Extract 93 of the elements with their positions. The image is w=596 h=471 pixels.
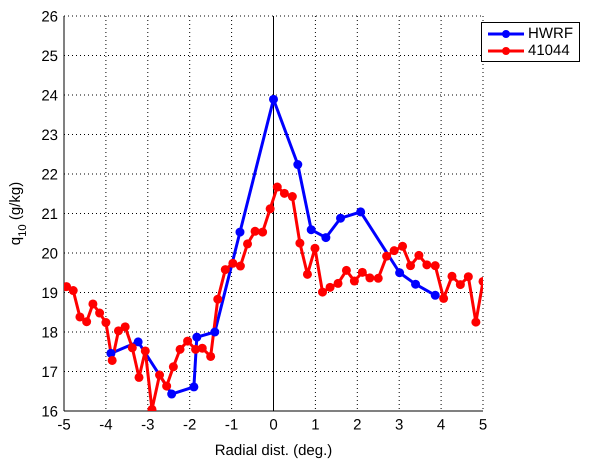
point: [266, 204, 275, 214]
point: [198, 344, 207, 353]
point: [356, 207, 366, 216]
x-tick-label: 3: [395, 416, 404, 434]
point: [114, 326, 123, 336]
point: [269, 94, 278, 104]
point: [88, 299, 98, 308]
point: [390, 246, 399, 256]
point: [210, 328, 220, 336]
x-tick-label: 5: [478, 416, 488, 434]
point: [243, 239, 252, 248]
point: [258, 228, 268, 237]
point: [350, 276, 359, 286]
point: [206, 352, 216, 361]
point: [272, 182, 282, 192]
point: [280, 188, 289, 198]
point: [422, 260, 432, 270]
point: [464, 272, 473, 282]
point: [228, 258, 238, 268]
point: [430, 261, 440, 270]
point: [336, 214, 346, 223]
point: [250, 226, 260, 236]
point: [140, 346, 150, 356]
point: [365, 273, 374, 282]
point: [414, 250, 424, 260]
point: [155, 370, 164, 380]
point: [162, 382, 172, 391]
legend-label: HWRF: [528, 25, 573, 42]
point: [456, 280, 465, 290]
y-tick-label: 20: [41, 245, 58, 262]
point: [68, 286, 78, 296]
legend-label: 41044: [528, 42, 570, 59]
point: [101, 318, 110, 328]
point: [382, 252, 392, 261]
y-tick-label: 21: [41, 206, 58, 223]
x-tick-label: 4: [436, 416, 446, 434]
point: [183, 336, 192, 346]
x-tick-label: -5: [57, 416, 71, 434]
point: [398, 242, 408, 251]
point: [293, 160, 302, 170]
x-tick-label: -3: [141, 416, 154, 434]
x-tick-label: -1: [224, 416, 238, 434]
point: [236, 262, 245, 271]
point: [128, 343, 137, 352]
point: [220, 265, 230, 274]
y-tick-label: 24: [41, 87, 58, 104]
x-tick-label: -2: [183, 416, 196, 434]
x-tick-label: 1: [311, 416, 320, 434]
point: [406, 261, 416, 270]
point: [358, 268, 367, 277]
point: [95, 308, 104, 318]
y-tick-label: 18: [41, 324, 58, 342]
y-tick-label: 16: [41, 403, 58, 420]
y-tick-label: 23: [41, 126, 58, 144]
point: [471, 318, 480, 327]
point: [334, 278, 343, 288]
point: [447, 272, 456, 281]
point: [321, 233, 330, 242]
point: [439, 294, 448, 303]
point: [310, 244, 320, 253]
x-tick-label: 0: [269, 416, 278, 434]
point: [134, 337, 143, 346]
point: [430, 290, 440, 300]
point: [189, 382, 198, 392]
point: [108, 356, 117, 365]
point: [176, 344, 185, 354]
point: [318, 288, 328, 297]
point: [134, 372, 144, 382]
point: [168, 362, 178, 372]
point: [326, 282, 335, 292]
point: [192, 332, 202, 342]
point: [213, 294, 222, 304]
y-tick-label: 25: [41, 48, 58, 65]
y-tick-label: 19: [41, 284, 58, 302]
point: [374, 274, 383, 283]
point: [288, 192, 297, 202]
point: [82, 317, 92, 326]
y-tick-label: 22: [41, 166, 58, 184]
point: [342, 266, 351, 275]
x-tick-label: 2: [353, 416, 362, 434]
point: [167, 390, 176, 399]
point: [120, 322, 130, 332]
point: [75, 312, 84, 322]
y-tick-label: 26: [41, 8, 58, 26]
y-tick-label: 17: [41, 364, 58, 381]
point: [235, 228, 244, 237]
point: [306, 225, 316, 234]
x-axis-title: Radial dist. (deg.): [214, 442, 332, 459]
point: [295, 238, 304, 248]
point: [395, 268, 404, 278]
point: [411, 280, 420, 289]
point: [302, 270, 312, 279]
x-tick-label: -4: [99, 416, 113, 434]
